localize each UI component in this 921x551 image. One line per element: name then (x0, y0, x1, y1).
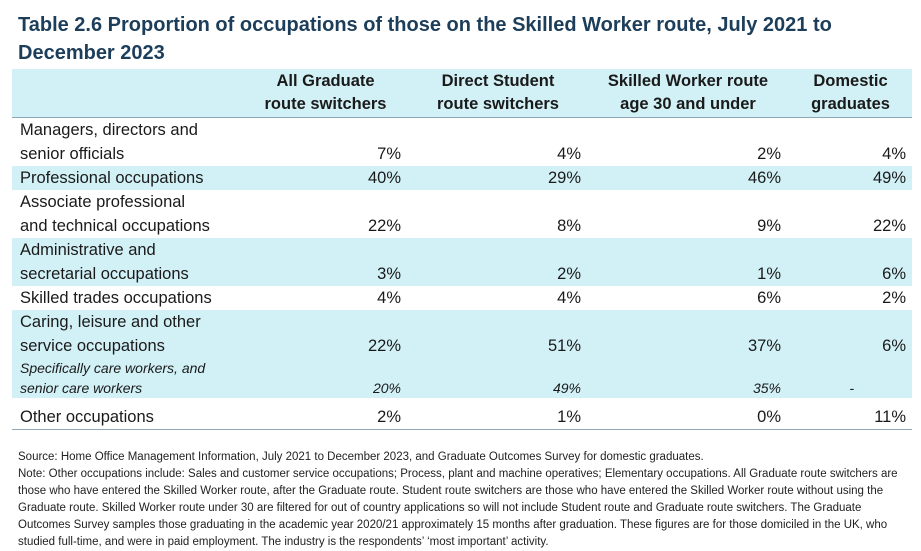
row-label: Caring, leisure and other service occupat… (12, 310, 242, 358)
table-row: Professional occupations 40% 29% 46% 49% (12, 166, 912, 190)
cell-value: 3% (242, 238, 407, 286)
cell-value: 7% (242, 117, 407, 166)
occupations-table: All Graduate route switchers Direct Stud… (12, 69, 912, 430)
source-note: Source: Home Office Management Informati… (18, 451, 704, 463)
cell-value: 35% (587, 358, 787, 398)
header-cell-label (12, 69, 242, 118)
cell-value: 22% (242, 310, 407, 358)
cell-value: 6% (787, 310, 912, 358)
row-label: Managers, directors and senior officials (12, 117, 242, 166)
cell-value: 6% (787, 238, 912, 286)
table-row-subcategory: Specifically care workers, and senior car… (12, 358, 912, 398)
footnote: Note: Other occupations include: Sales a… (18, 468, 898, 548)
cell-value: 0% (587, 398, 787, 430)
table-title: Table 2.6 Proportion of occupations of t… (18, 14, 832, 64)
cell-value: 9% (757, 217, 781, 235)
table-row: Associate professional and technical occu… (12, 190, 912, 238)
table-row: Other occupations 2% 1% 0% 11% (12, 398, 912, 430)
cell-value: 29% (407, 166, 587, 190)
cell-value: 2% (882, 289, 906, 307)
row-label: Specifically care workers, and senior car… (12, 358, 242, 398)
cell-value: 11% (787, 398, 912, 430)
row-label: Skilled trades occupations (20, 289, 212, 307)
row-label: Other occupations (12, 398, 242, 430)
cell-value: 8% (557, 217, 581, 235)
header-domestic-graduates: Domestic graduates (787, 69, 912, 118)
cell-value: 2% (587, 117, 787, 166)
cell-value: 46% (587, 166, 787, 190)
cell-value: 1% (407, 398, 587, 430)
table-notes: Source: Home Office Management Informati… (18, 449, 913, 551)
table-row: Administrative and secretarial occupation… (12, 238, 912, 286)
cell-value: 1% (587, 238, 787, 286)
table-row: Caring, leisure and other service occupat… (12, 310, 912, 358)
header-row: All Graduate route switchers Direct Stud… (12, 69, 912, 118)
cell-value: 22% (367, 217, 401, 235)
cell-value: 20% (242, 358, 407, 398)
cell-value: 40% (242, 166, 407, 190)
cell-value: 4% (557, 289, 581, 307)
header-skilled-worker-under-30: Skilled Worker route age 30 and under (587, 69, 787, 118)
cell-value: 2% (407, 238, 587, 286)
table-row: Skilled trades occupations 4% 4% 6% 2% (12, 286, 912, 310)
header-all-graduate-switchers: All Graduate route switchers (242, 69, 407, 118)
cell-value: 49% (407, 358, 587, 398)
row-label: Professional occupations (12, 166, 242, 190)
cell-value: - (787, 358, 912, 398)
cell-value: 22% (872, 217, 906, 235)
row-label: Administrative and secretarial occupation… (12, 238, 242, 286)
cell-value: 4% (377, 289, 401, 307)
table-row: Managers, directors and senior officials … (12, 117, 912, 166)
cell-value: 4% (407, 117, 587, 166)
cell-value: 6% (757, 289, 781, 307)
row-label: Associate professional and technical occu… (20, 193, 210, 235)
cell-value: 4% (787, 117, 912, 166)
cell-value: 2% (242, 398, 407, 430)
cell-value: 37% (587, 310, 787, 358)
cell-value: 51% (407, 310, 587, 358)
cell-value: 49% (787, 166, 912, 190)
header-direct-student-switchers: Direct Student route switchers (407, 69, 587, 118)
